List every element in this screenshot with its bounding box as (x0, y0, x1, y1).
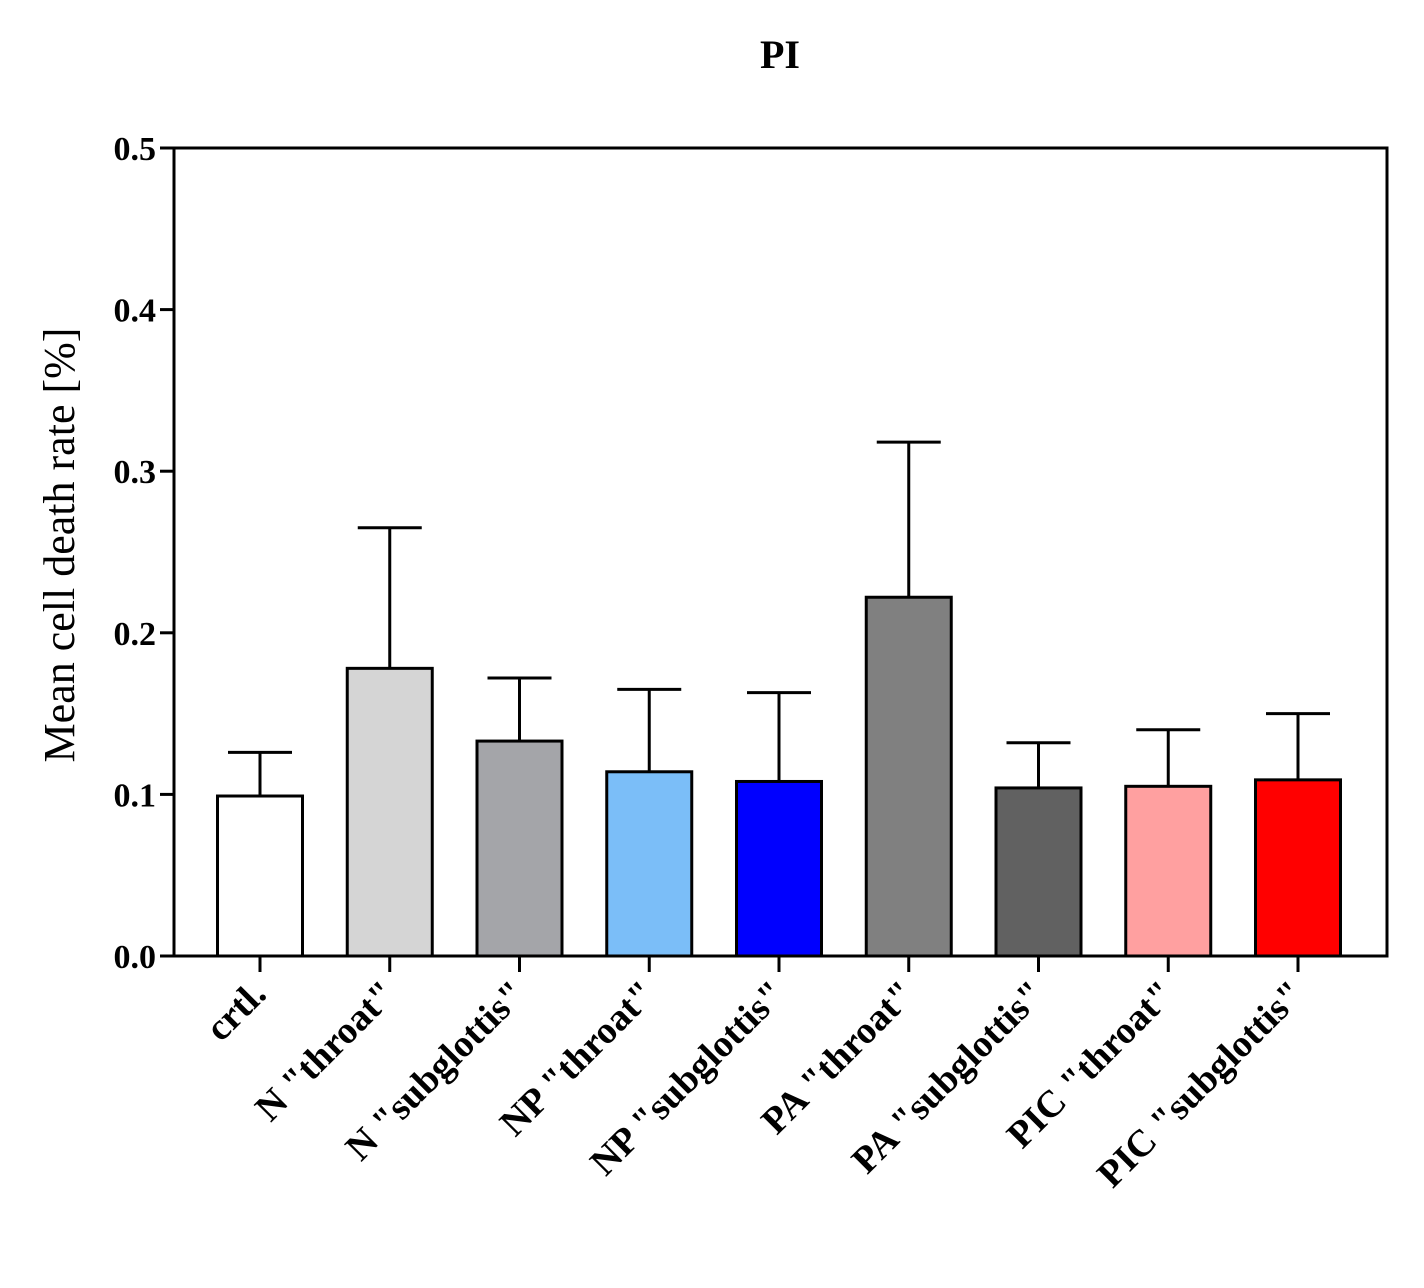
error-bars-layer (228, 440, 1330, 797)
x-tick-label: crtl. (198, 973, 275, 1050)
chart-title: PI (760, 32, 800, 77)
bar (216, 794, 304, 958)
bar (475, 739, 564, 958)
x-axis: crtl.N "throat"N "subglottis"NP "throat"… (198, 956, 1312, 1196)
y-tick-label: 0.3 (114, 454, 157, 491)
y-axis-label: Mean cell death rate [%] (35, 328, 84, 763)
y-tick-label: 0.2 (114, 616, 157, 653)
y-tick-label: 0.0 (114, 939, 157, 976)
bar (605, 770, 694, 958)
y-tick-label: 0.1 (114, 777, 157, 814)
y-axis: 0.0 0.1 0.2 0.3 0.4 0.5 (114, 131, 174, 976)
bar (864, 595, 953, 958)
y-tick-label: 0.4 (114, 293, 157, 330)
bar (1124, 784, 1213, 958)
bar (735, 779, 823, 958)
y-tick-label: 0.5 (114, 131, 157, 168)
bar (1254, 778, 1342, 958)
bar (345, 666, 434, 958)
bar (994, 786, 1083, 958)
